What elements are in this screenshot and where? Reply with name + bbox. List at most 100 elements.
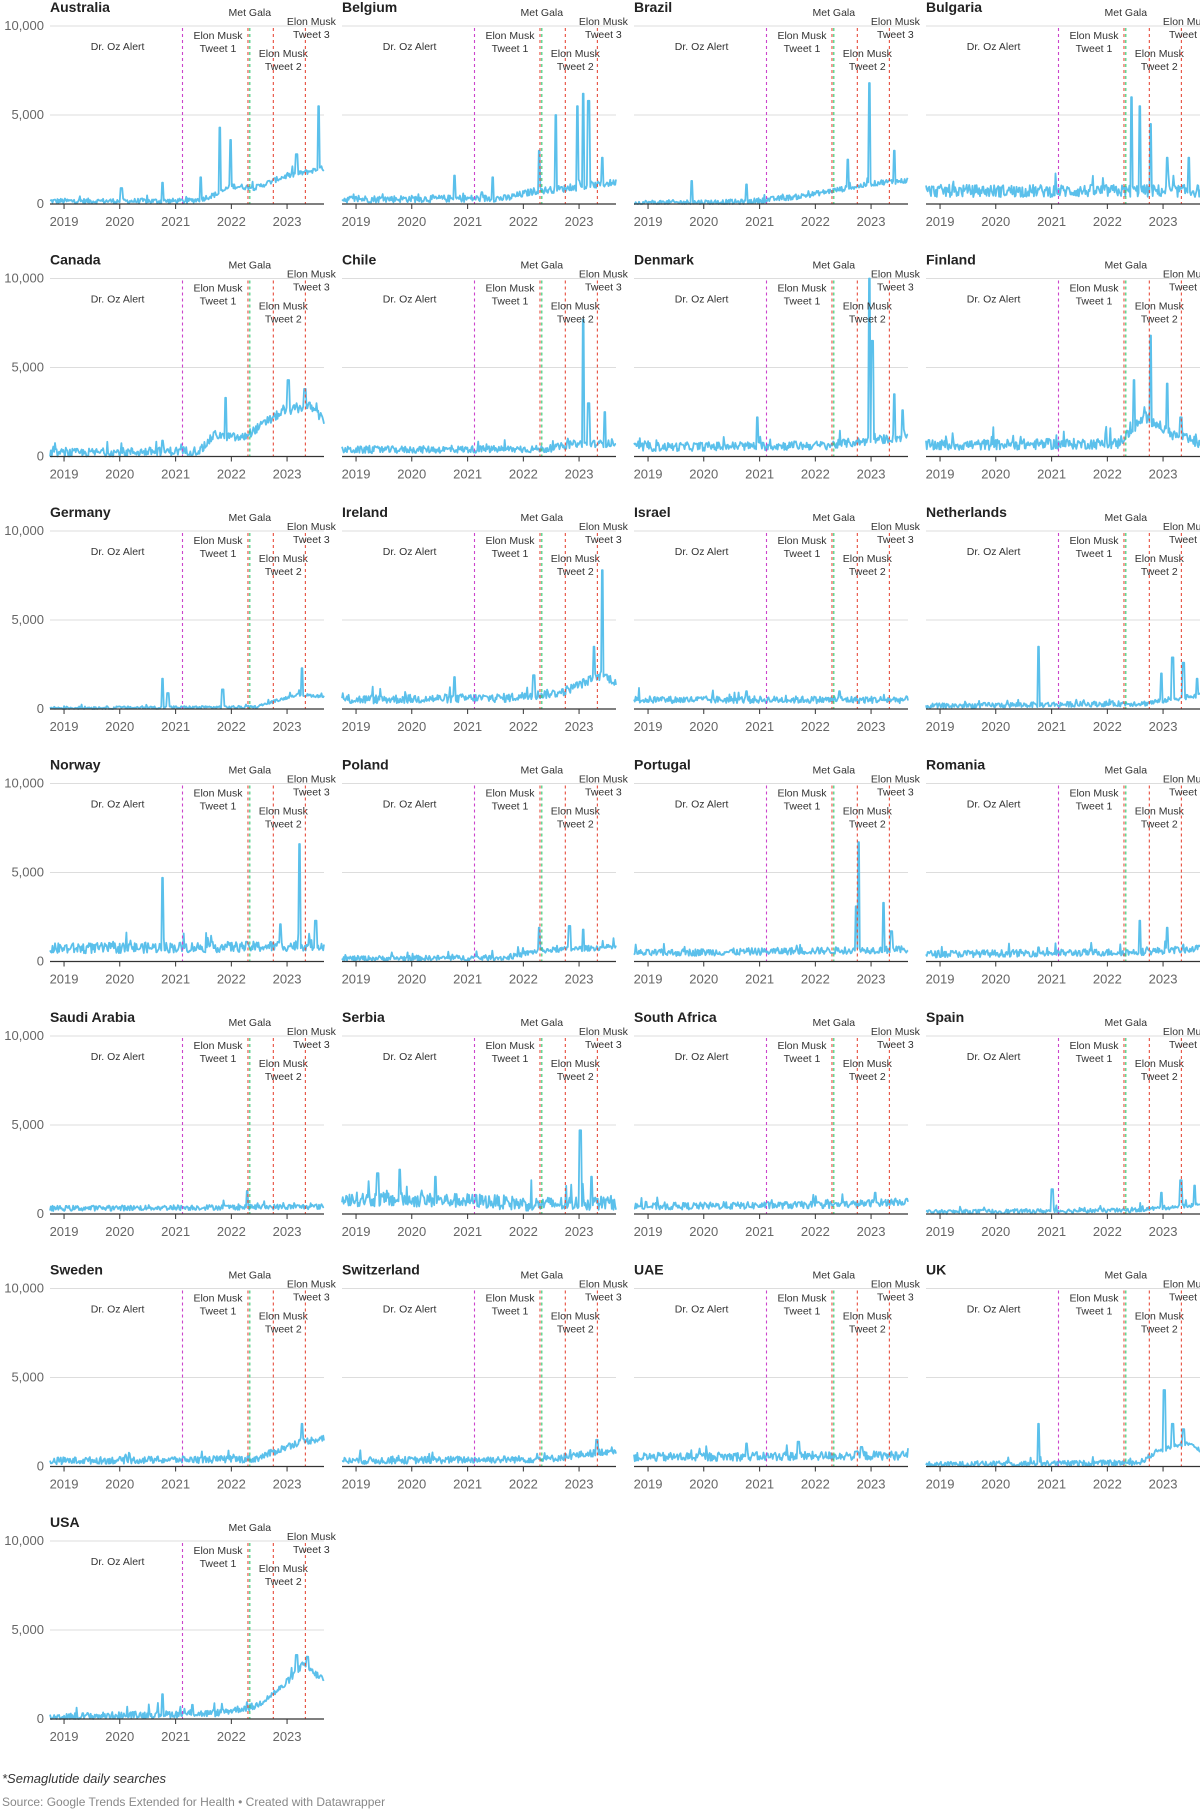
- event-label: Elon Musk: [259, 553, 309, 565]
- y-tick-label: 5,000: [11, 1370, 44, 1385]
- x-tick-label: 2019: [634, 719, 663, 734]
- y-tick-label: 10,000: [4, 1533, 44, 1548]
- event-label: Dr. Oz Alert: [967, 294, 1021, 306]
- x-tick-label: 2020: [105, 1477, 134, 1492]
- event-label: Dr. Oz Alert: [967, 799, 1021, 811]
- panel-usa: USA 0 5,000 10,000 Dr. Oz Alert Met Gala Elon …: [4, 1514, 336, 1744]
- x-tick-label: 2022: [801, 1477, 830, 1492]
- event-label: Elon Musk: [1069, 788, 1119, 800]
- event-label: Tweet 3: [293, 1292, 330, 1304]
- event-label: Tweet 2: [1141, 61, 1178, 73]
- x-tick-label: 2019: [342, 972, 371, 987]
- event-label: Elon Musk: [485, 535, 535, 547]
- y-tick-label: 5,000: [11, 360, 44, 375]
- event-label: Tweet 2: [849, 314, 886, 326]
- event-label: Dr. Oz Alert: [91, 1556, 145, 1568]
- x-tick-label: 2022: [801, 1224, 830, 1239]
- x-tick-label: 2019: [342, 1477, 371, 1492]
- x-tick-label: 2020: [981, 467, 1010, 482]
- event-label: Elon Musk: [579, 16, 629, 28]
- event-label: Tweet 2: [265, 314, 302, 326]
- event-label: Tweet 3: [585, 534, 622, 546]
- x-tick-label: 2019: [634, 972, 663, 987]
- event-label: Elon Musk: [287, 1531, 337, 1543]
- x-tick-label: 2023: [565, 1224, 594, 1239]
- panel-title: South Africa: [634, 1009, 717, 1025]
- event-label: Tweet 1: [1076, 1306, 1113, 1318]
- x-tick-label: 2019: [926, 214, 955, 229]
- y-tick-label: 10,000: [4, 271, 44, 286]
- panel-netherlands: Netherlands Dr. Oz Alert Met Gala Elon Musk…: [925, 504, 1200, 734]
- event-label: Elon Musk: [551, 48, 601, 60]
- event-label: Tweet 1: [200, 801, 237, 813]
- event-label: Met Gala: [813, 512, 856, 524]
- event-label: Tweet 2: [557, 1071, 594, 1083]
- event-label: Dr. Oz Alert: [967, 1051, 1021, 1063]
- x-tick-label: 2020: [981, 1224, 1010, 1239]
- x-tick-label: 2022: [1093, 972, 1122, 987]
- x-tick-label: 2021: [745, 1224, 774, 1239]
- event-label: Met Gala: [521, 512, 564, 524]
- x-tick-label: 2022: [1093, 1224, 1122, 1239]
- event-label: Dr. Oz Alert: [675, 294, 729, 306]
- event-label: Elon Musk: [551, 1311, 601, 1323]
- event-label: Elon Musk: [485, 283, 535, 295]
- panel-title: Germany: [50, 504, 111, 520]
- event-label: Elon Musk: [551, 301, 601, 313]
- x-tick-label: 2021: [453, 719, 482, 734]
- x-tick-label: 2021: [1037, 719, 1066, 734]
- event-label: Dr. Oz Alert: [675, 41, 729, 53]
- x-tick-label: 2019: [926, 1224, 955, 1239]
- event-label: Elon Musk: [259, 48, 309, 60]
- event-label: Elon Musk: [843, 553, 893, 565]
- x-tick-label: 2023: [857, 214, 886, 229]
- event-label: Tweet 3: [293, 534, 330, 546]
- event-label: Met Gala: [229, 1017, 272, 1029]
- event-label: Elon Musk: [1163, 269, 1200, 281]
- panel-title: UAE: [634, 1262, 664, 1278]
- x-tick-label: 2020: [105, 1729, 134, 1744]
- event-label: Tweet 2: [849, 1324, 886, 1336]
- panel-title: Australia: [50, 0, 110, 15]
- x-tick-label: 2019: [926, 972, 955, 987]
- event-label: Tweet 1: [784, 801, 821, 813]
- x-tick-label: 2019: [342, 1224, 371, 1239]
- event-label: Met Gala: [521, 765, 564, 777]
- x-tick-label: 2022: [509, 467, 538, 482]
- series-line: [633, 841, 909, 957]
- event-label: Elon Musk: [777, 788, 827, 800]
- event-label: Elon Musk: [1135, 301, 1185, 313]
- x-tick-label: 2023: [857, 1224, 886, 1239]
- chart-footnote: *Semaglutide daily searches: [2, 1771, 167, 1786]
- x-tick-label: 2021: [745, 467, 774, 482]
- series-line: [925, 919, 1200, 959]
- x-tick-label: 2022: [217, 1729, 246, 1744]
- event-label: Tweet 3: [1169, 29, 1200, 41]
- y-tick-label: 0: [37, 1206, 44, 1221]
- event-label: Tweet 3: [293, 787, 330, 799]
- series-line: [633, 82, 909, 205]
- series-line: [925, 1389, 1200, 1468]
- event-label: Elon Musk: [843, 301, 893, 313]
- event-label: Dr. Oz Alert: [91, 1051, 145, 1063]
- event-label: Tweet 2: [265, 819, 302, 831]
- x-tick-label: 2022: [217, 467, 246, 482]
- event-label: Elon Musk: [1135, 553, 1185, 565]
- x-tick-label: 2019: [50, 1224, 79, 1239]
- event-label: Tweet 1: [1076, 1053, 1113, 1065]
- y-tick-label: 5,000: [11, 107, 44, 122]
- event-label: Tweet 3: [877, 534, 914, 546]
- event-label: Tweet 3: [585, 1292, 622, 1304]
- event-label: Met Gala: [1105, 512, 1148, 524]
- panel-title: Denmark: [634, 252, 694, 268]
- panel-title: Poland: [342, 757, 389, 773]
- x-tick-label: 2021: [745, 719, 774, 734]
- event-label: Met Gala: [521, 260, 564, 272]
- event-label: Tweet 1: [784, 43, 821, 55]
